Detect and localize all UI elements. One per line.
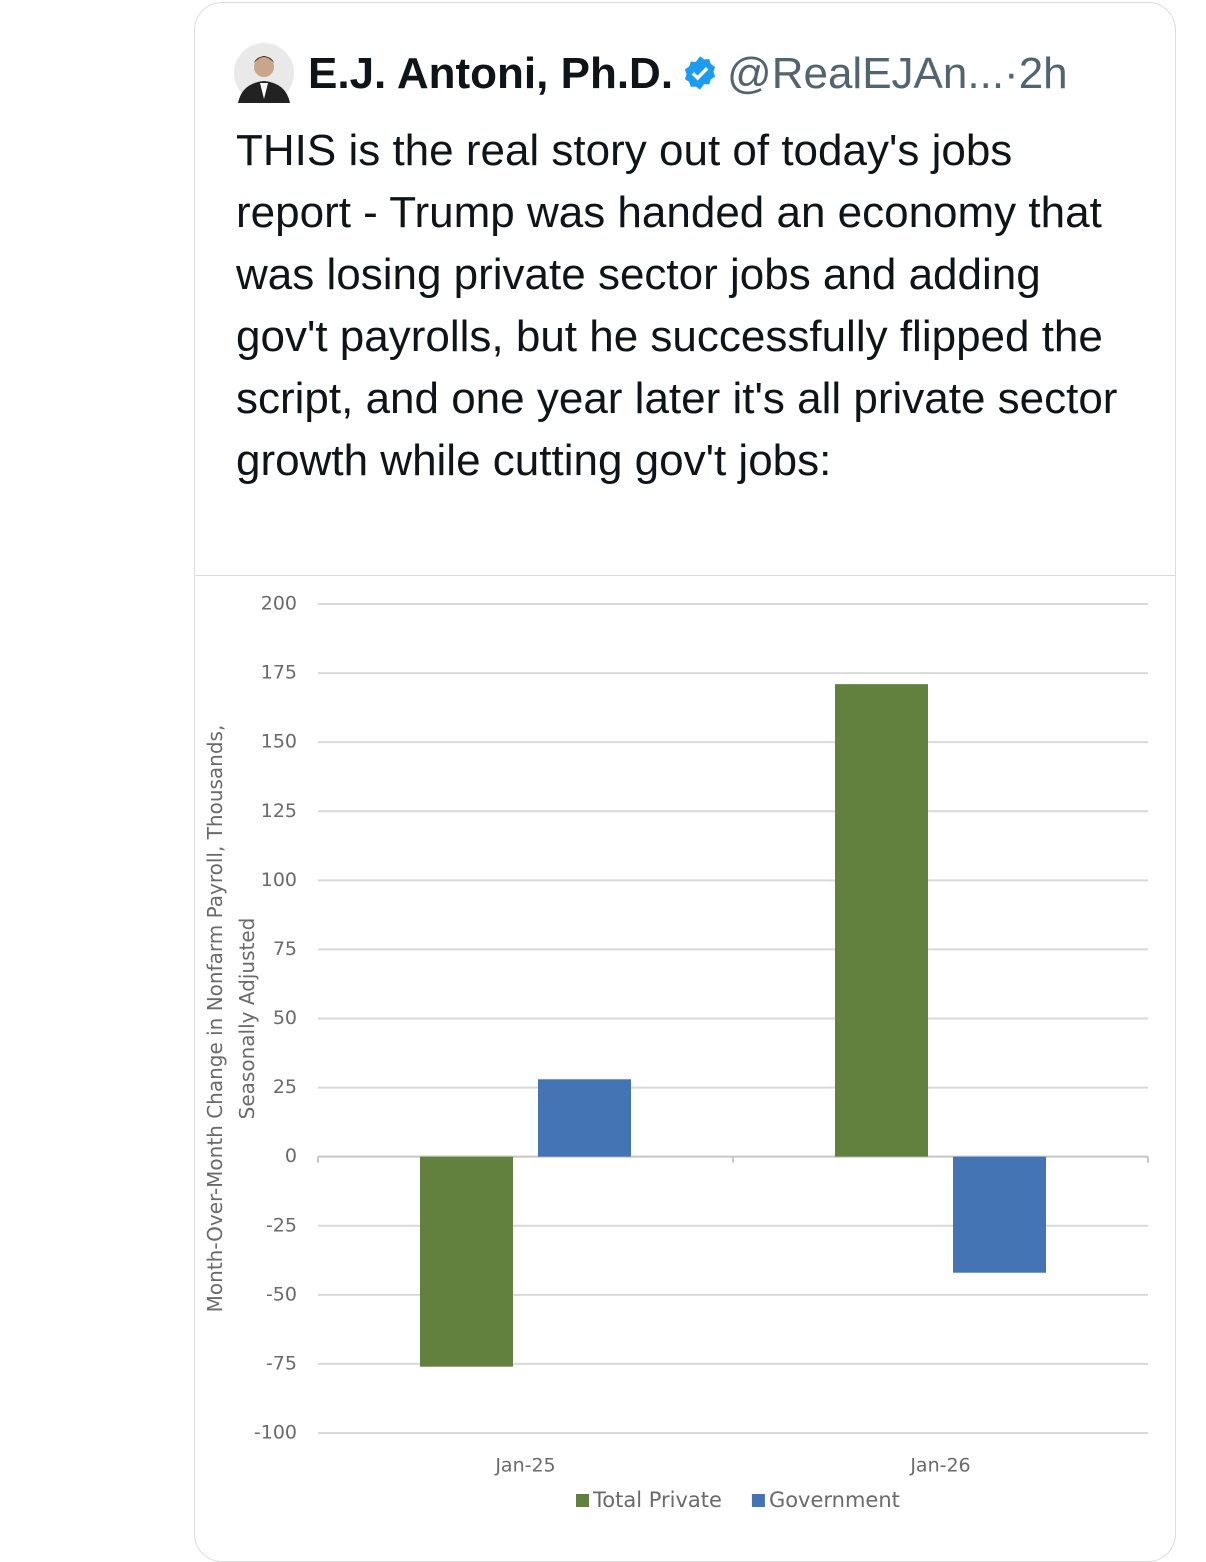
y-tick-label: -25: [266, 1214, 297, 1236]
y-tick-label: 125: [261, 800, 297, 822]
y-tick-label: 200: [261, 593, 297, 615]
avatar[interactable]: [232, 41, 296, 105]
y-axis-title-line: Month-Over-Month Change in Nonfarm Payro…: [203, 725, 227, 1313]
y-tick-label: 150: [261, 731, 297, 753]
author-name[interactable]: E.J. Antoni, Ph.D.: [308, 49, 674, 98]
legend-swatch: [576, 1494, 589, 1507]
y-axis-title-line: Seasonally Adjusted: [235, 918, 259, 1120]
y-tick-label: 25: [273, 1076, 297, 1098]
legend-label: Government: [769, 1488, 900, 1512]
bar: [538, 1079, 631, 1157]
y-tick-label: 75: [273, 938, 297, 960]
handle[interactable]: @RealEJAn...: [727, 49, 1005, 98]
bar: [420, 1156, 513, 1367]
y-tick-label: 50: [273, 1007, 297, 1029]
bar: [835, 684, 928, 1157]
tweet-header: E.J. Antoni, Ph.D. @RealEJAn...·2h: [308, 44, 1068, 104]
tweet-text: THIS is the real story out of today's jo…: [236, 126, 1118, 485]
legend-swatch: [751, 1494, 765, 1507]
y-tick-label: 175: [261, 662, 297, 684]
separator: ·: [1004, 49, 1019, 98]
y-tick-label: -50: [266, 1283, 297, 1305]
y-tick-label: -75: [266, 1352, 297, 1374]
y-tick-label: 100: [261, 869, 297, 891]
x-tick-label: Jan-26: [909, 1455, 970, 1477]
y-axis-title: Month-Over-Month Change in Nonfarm Payro…: [203, 725, 259, 1313]
page: {"tweet": {"author": "E.J. Antoni, Ph.D.…: [194, 2, 1176, 1562]
y-tick-label: 0: [285, 1145, 297, 1167]
body: E.J. Antoni, Ph.D. @RealEJAn...·2h THIS i…: [194, 2, 1176, 1562]
bar: [953, 1156, 1046, 1273]
verified-badge: [685, 56, 716, 90]
y-tick-label: -100: [254, 1422, 297, 1444]
legend-label: Total Private: [592, 1488, 722, 1512]
timestamp[interactable]: 2h: [1018, 49, 1068, 98]
divider: [194, 575, 1176, 576]
x-tick-label: Jan-25: [494, 1455, 555, 1477]
chart: -100 -75 -50 -25 0 25 50 75 100 125 150 175 200 Month…: [203, 593, 1149, 1512]
